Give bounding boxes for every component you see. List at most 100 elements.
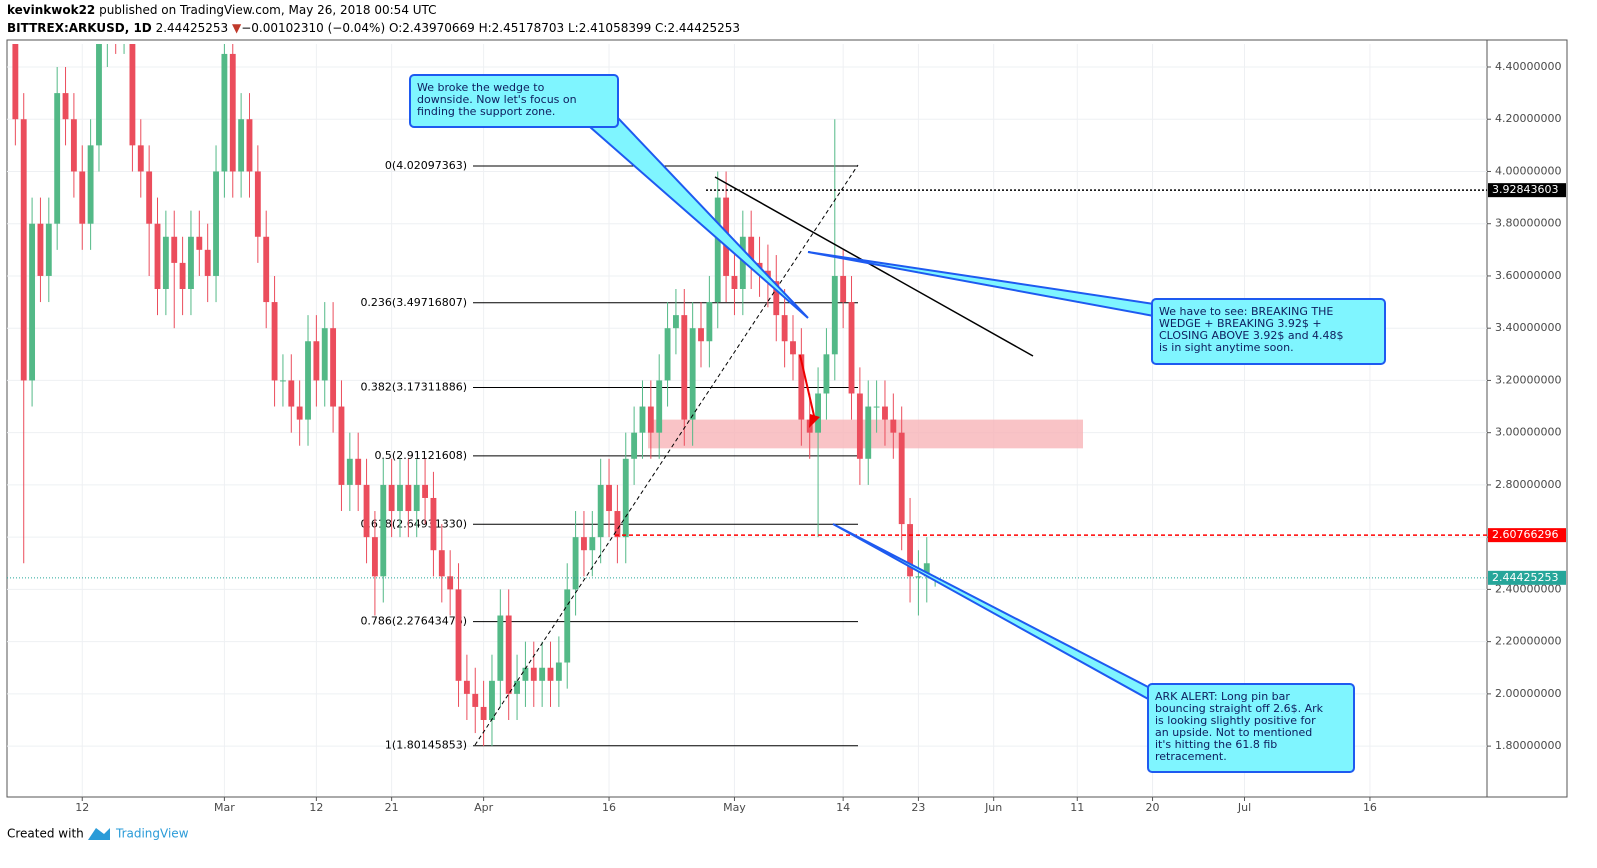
candle-body <box>221 53 228 172</box>
x-tick-label: May <box>723 801 746 814</box>
candle-body <box>815 393 821 433</box>
candle-body <box>514 680 520 694</box>
callout-pointer <box>832 523 1151 702</box>
candle-body <box>681 315 688 420</box>
y-tick-label: 2.80000000 <box>1495 478 1561 491</box>
price-badge-label: 2.60766296 <box>1492 528 1558 541</box>
fib-trend <box>474 164 859 746</box>
candle-body <box>96 44 102 146</box>
candle-body <box>196 236 203 250</box>
candle-body <box>146 171 153 224</box>
note: ARK ALERT: Long pin bar bouncing straigh… <box>1147 683 1355 773</box>
header-line: kevinkwok22 published on TradingView.com… <box>7 3 437 17</box>
callout-pointer <box>807 251 1155 318</box>
candle-body <box>413 484 420 512</box>
candle-body <box>137 145 144 172</box>
arrow-head <box>809 414 820 428</box>
candle-body <box>581 537 587 551</box>
candle-body <box>706 302 713 342</box>
candle-body <box>70 119 77 172</box>
candle-body <box>204 249 211 276</box>
candle-body <box>397 484 403 512</box>
candle-body <box>338 406 345 485</box>
candle-body <box>346 458 353 485</box>
candle-body <box>213 171 219 276</box>
candle-body <box>154 223 161 290</box>
candle-body <box>129 44 136 146</box>
candle-body <box>288 380 295 407</box>
candle-body <box>572 537 579 590</box>
fib-label: 0.618(2.64931330) <box>360 517 467 530</box>
candle-body <box>589 537 596 551</box>
frame <box>6 39 1568 798</box>
candle-body <box>62 93 69 120</box>
candle-body <box>622 458 629 538</box>
fib-label: 0.236(3.49716807) <box>360 296 467 309</box>
x-tick-label: 12 <box>75 801 89 814</box>
candle-body <box>781 315 788 342</box>
symbol: BITTREX:ARKUSD, 1D <box>7 21 152 35</box>
price-badge <box>1488 183 1566 198</box>
y-tick-label: 2.40000000 <box>1495 582 1561 595</box>
x-tick-label: 23 <box>911 801 925 814</box>
candle-body <box>606 484 612 512</box>
fib-label: 0(4.02097363) <box>385 159 467 172</box>
note: We have to see: BREAKING THE WEDGE + BRE… <box>1151 298 1386 365</box>
candle-body <box>664 328 671 381</box>
candle-body <box>522 667 529 681</box>
candle-body <box>463 680 470 694</box>
y-tick-label: 2.00000000 <box>1495 687 1561 700</box>
candle-body <box>647 406 654 433</box>
candle-body <box>848 302 855 394</box>
candle-body <box>773 281 780 316</box>
candle-body <box>171 236 178 263</box>
candle-body <box>29 223 36 381</box>
candle-body <box>330 328 337 407</box>
candle-body <box>915 576 922 578</box>
fib-label: 0.382(3.17311886) <box>360 380 467 393</box>
candle-body <box>823 354 830 394</box>
author: kevinkwok22 <box>7 3 96 17</box>
candle-body <box>405 484 412 512</box>
candle-body <box>313 341 320 381</box>
candle-body <box>271 302 278 381</box>
x-tick-label: 12 <box>309 801 323 814</box>
candle-body <box>714 197 721 303</box>
x-tick-label: 21 <box>385 801 399 814</box>
candle-body <box>422 484 429 498</box>
pane: 0(4.02097363) 0.236(3.49716807) 0.382(3.17… <box>7 15 1487 796</box>
ohlc: O:2.43970669 H:2.45178703 L:2.41058399 C… <box>388 21 740 35</box>
candle-body <box>673 315 679 329</box>
price-badge <box>1488 528 1566 543</box>
candle-body <box>731 275 738 290</box>
brand: TradingView <box>115 827 189 841</box>
y-tick-label: 1.80000000 <box>1495 739 1561 752</box>
candle-body <box>689 328 696 420</box>
candle-body <box>388 484 395 512</box>
candle-body <box>698 328 704 342</box>
candle-body <box>54 93 61 224</box>
candle-body <box>656 380 663 433</box>
candle-body <box>280 380 286 382</box>
candle-body <box>104 15 110 41</box>
candle-body <box>840 275 847 303</box>
candle-body <box>539 667 546 681</box>
candle-body <box>497 615 504 681</box>
candle-body <box>371 537 378 577</box>
candle-body <box>380 484 387 577</box>
candle-body <box>87 145 94 224</box>
price-badge-label: 2.44425253 <box>1492 571 1558 584</box>
candle-body <box>639 406 646 433</box>
candle-body <box>37 223 44 276</box>
candle-body <box>263 236 270 303</box>
callout-pointer <box>588 116 809 319</box>
x-tick-label: 11 <box>1070 801 1084 814</box>
candle-body <box>831 275 838 355</box>
y-tick-label: 3.80000000 <box>1495 217 1561 230</box>
candle-body <box>489 680 495 720</box>
candle-body <box>748 236 755 263</box>
candle-body <box>631 432 638 459</box>
last: 2.44425253 <box>155 21 229 35</box>
